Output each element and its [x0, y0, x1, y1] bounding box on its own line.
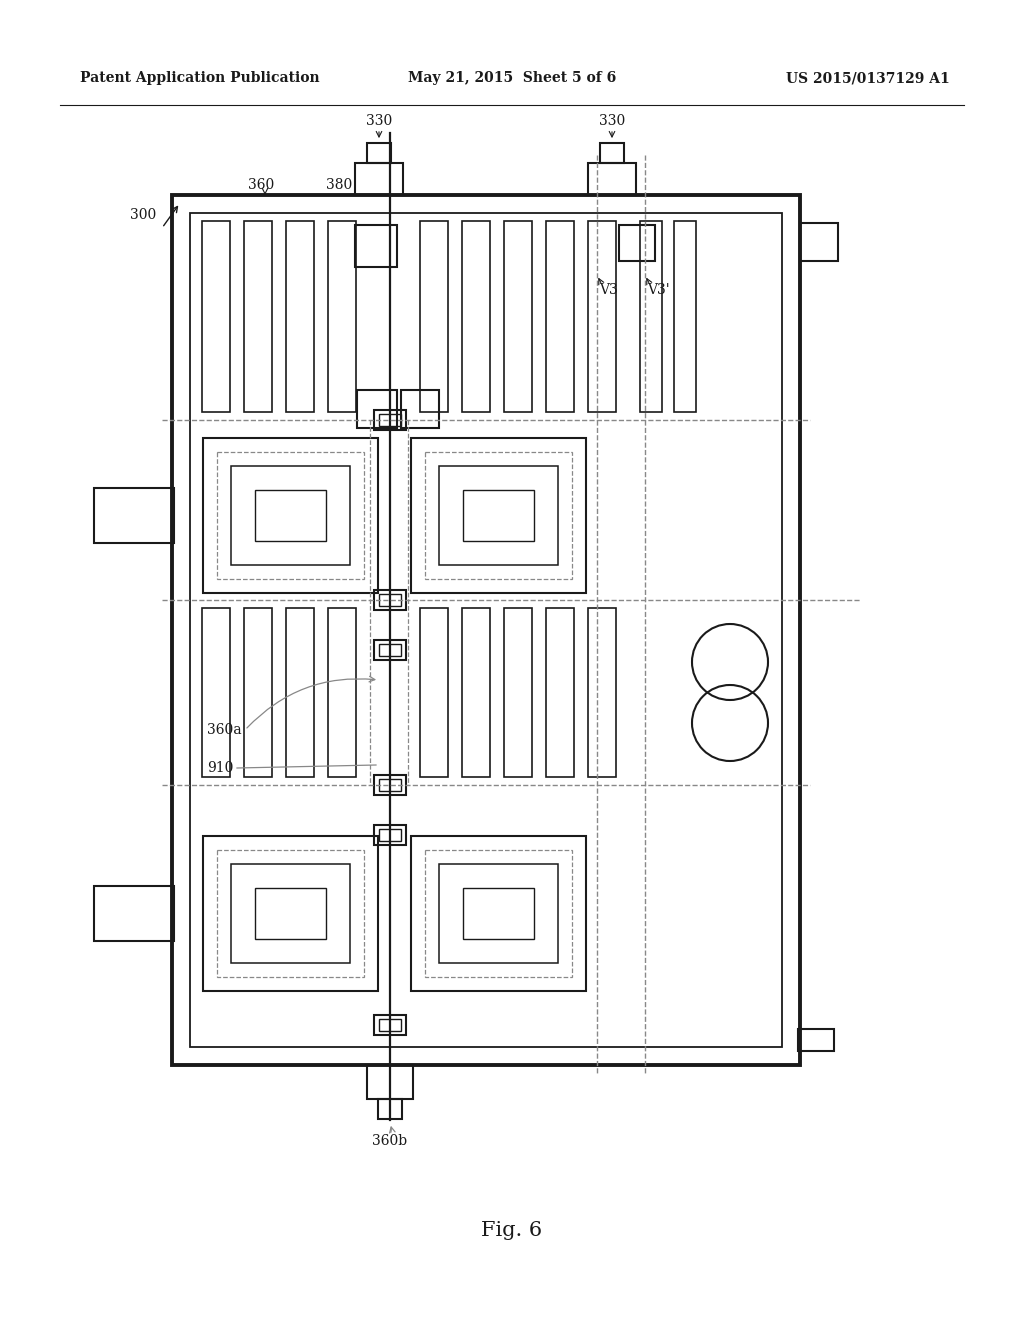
Bar: [546, 220, 574, 412]
Bar: [379, 594, 401, 606]
Text: 360a: 360a: [207, 723, 242, 737]
Bar: [217, 451, 364, 579]
Bar: [244, 609, 272, 777]
Bar: [411, 438, 586, 593]
Bar: [374, 1015, 406, 1035]
Bar: [367, 143, 391, 162]
Text: 300: 300: [130, 209, 157, 222]
Text: 910: 910: [207, 762, 233, 775]
Bar: [379, 414, 401, 426]
Bar: [355, 162, 403, 195]
Text: 330: 330: [366, 114, 392, 128]
Bar: [674, 220, 696, 412]
Bar: [374, 590, 406, 610]
Bar: [600, 143, 624, 162]
Text: 360b: 360b: [373, 1134, 408, 1148]
Bar: [286, 220, 314, 412]
Bar: [94, 488, 174, 543]
Bar: [328, 609, 356, 777]
Text: Fig. 6: Fig. 6: [481, 1221, 543, 1239]
Text: V3': V3': [647, 282, 670, 297]
Text: 330: 330: [599, 114, 625, 128]
Text: V3: V3: [599, 282, 617, 297]
Bar: [462, 220, 490, 412]
Bar: [504, 220, 532, 412]
Bar: [546, 609, 574, 777]
Bar: [800, 223, 838, 261]
Bar: [378, 1100, 402, 1119]
Bar: [379, 1019, 401, 1031]
Bar: [217, 850, 364, 977]
Text: Patent Application Publication: Patent Application Publication: [80, 71, 319, 84]
Bar: [367, 1065, 413, 1100]
Bar: [286, 609, 314, 777]
Bar: [255, 490, 326, 541]
Bar: [640, 220, 662, 412]
Bar: [411, 836, 586, 991]
Bar: [425, 451, 572, 579]
Bar: [379, 829, 401, 841]
Bar: [425, 850, 572, 977]
Text: 360: 360: [248, 178, 274, 191]
Bar: [374, 640, 406, 660]
Bar: [504, 609, 532, 777]
Bar: [374, 825, 406, 845]
Bar: [588, 609, 616, 777]
Bar: [202, 609, 230, 777]
Text: US 2015/0137129 A1: US 2015/0137129 A1: [786, 71, 950, 84]
Bar: [401, 389, 439, 428]
Text: 380: 380: [326, 178, 352, 191]
Bar: [379, 779, 401, 791]
Bar: [588, 220, 616, 412]
Bar: [463, 490, 534, 541]
Bar: [439, 865, 558, 964]
Bar: [374, 775, 406, 795]
Bar: [244, 220, 272, 412]
Bar: [203, 438, 378, 593]
Bar: [172, 195, 800, 1065]
Bar: [798, 1030, 834, 1051]
Bar: [203, 836, 378, 991]
Bar: [374, 411, 406, 430]
Bar: [462, 609, 490, 777]
Bar: [355, 224, 397, 267]
Bar: [463, 888, 534, 939]
Bar: [420, 220, 449, 412]
Bar: [379, 644, 401, 656]
Text: May 21, 2015  Sheet 5 of 6: May 21, 2015 Sheet 5 of 6: [408, 71, 616, 84]
Bar: [328, 220, 356, 412]
Bar: [420, 609, 449, 777]
Bar: [190, 213, 782, 1047]
Bar: [231, 466, 350, 565]
Bar: [231, 865, 350, 964]
Bar: [588, 162, 636, 195]
Bar: [357, 389, 397, 428]
Bar: [202, 220, 230, 412]
Bar: [618, 224, 655, 261]
Bar: [439, 466, 558, 565]
Bar: [255, 888, 326, 939]
Bar: [94, 886, 174, 941]
